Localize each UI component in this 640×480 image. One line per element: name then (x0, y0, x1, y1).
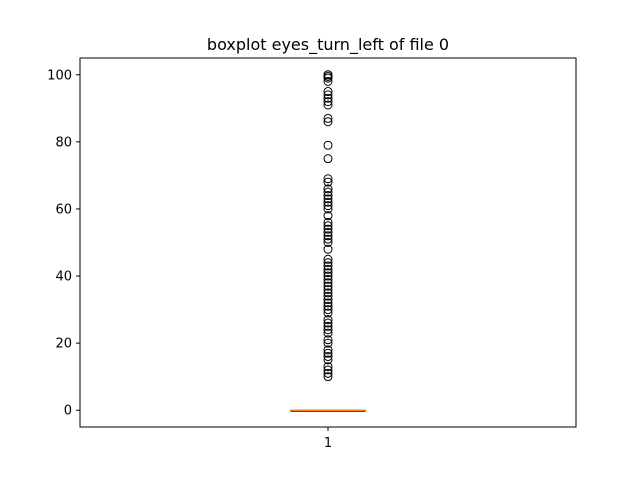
outlier-point (323, 295, 333, 305)
chart-title: boxplot eyes_turn_left of file 0 (207, 35, 449, 55)
y-tick-label: 60 (55, 202, 72, 217)
outlier-point (323, 197, 333, 207)
outlier-point (323, 227, 333, 237)
y-tick-label: 80 (55, 135, 72, 150)
outlier-point (323, 305, 333, 315)
outlier-point (323, 177, 333, 187)
outlier-point (323, 318, 333, 328)
outlier-point (323, 117, 333, 127)
outlier-point (323, 93, 333, 103)
outlier-point (323, 113, 333, 123)
outlier-point (323, 338, 333, 348)
outlier-point (323, 352, 333, 362)
outlier-point (323, 76, 333, 86)
outlier-point (323, 281, 333, 291)
outlier-point (323, 87, 333, 97)
outlier-point (323, 154, 333, 164)
axes: 0 20 40 60 80 100 1 (47, 57, 577, 451)
outlier-point (323, 90, 333, 100)
outlier-point (323, 372, 333, 382)
outlier-point (323, 325, 333, 335)
outlier-point (323, 284, 333, 294)
outlier-point (323, 348, 333, 358)
outlier-point (323, 321, 333, 331)
outlier-point (323, 288, 333, 298)
outlier-point (323, 261, 333, 271)
outlier-point (323, 191, 333, 201)
outlier-point (323, 211, 333, 221)
outlier-point (323, 231, 333, 241)
outlier-point (323, 244, 333, 254)
outlier-point (323, 291, 333, 301)
y-tick-label: 0 (64, 404, 72, 419)
plot-area (290, 70, 366, 412)
outlier-point (323, 221, 333, 231)
outlier-point (323, 204, 333, 214)
y-tick-label: 20 (55, 337, 72, 352)
outlier-point (323, 238, 333, 247)
outlier-point (323, 274, 333, 284)
outlier-point (323, 328, 333, 338)
outlier-point (323, 271, 333, 281)
outlier-point (323, 174, 333, 184)
outlier-point (323, 362, 333, 372)
outlier-point (323, 308, 333, 318)
outlier-point (323, 335, 333, 345)
outlier-point (323, 184, 333, 194)
outlier-point (323, 224, 333, 234)
outlier-point (323, 201, 333, 211)
outlier-point (323, 264, 333, 274)
outlier-point (323, 217, 333, 227)
outlier-point (323, 97, 333, 107)
outlier-point (323, 368, 333, 378)
outlier-point (323, 315, 333, 325)
outlier-point (323, 365, 333, 375)
outlier-point (323, 301, 333, 311)
outlier-point (323, 268, 333, 278)
outlier-point (323, 298, 333, 308)
outlier-point (323, 73, 333, 83)
outlier-point (323, 194, 333, 204)
outlier-point (323, 140, 333, 150)
outlier-point (323, 258, 333, 268)
y-tick-label: 40 (55, 270, 72, 285)
outlier-point (323, 100, 333, 110)
outlier-point (323, 345, 333, 355)
outlier-point (323, 254, 333, 264)
x-tick-label: 1 (324, 436, 332, 451)
outlier-point (323, 278, 333, 288)
y-tick-label: 100 (47, 68, 72, 83)
outlier-point (323, 234, 333, 244)
outlier-point (323, 355, 333, 365)
outlier-point (323, 187, 333, 197)
